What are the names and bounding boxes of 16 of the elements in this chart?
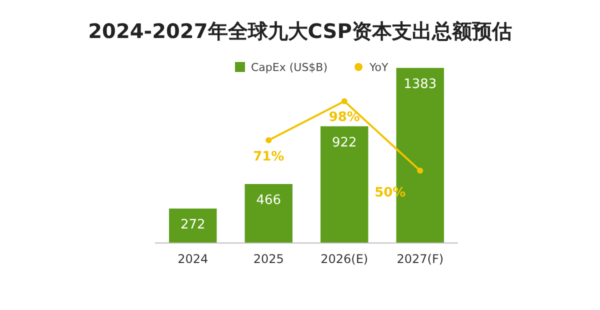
x-tick-label: 2024 [178,252,208,266]
data-label: 922 [332,135,357,150]
data-label: 98% [328,110,360,126]
x-tick-label: 2026(E) [320,252,368,266]
bar [320,126,368,243]
bar [169,208,217,243]
legend-label: YoY [368,61,389,74]
data-label: 71% [253,149,284,164]
bar [244,184,292,243]
x-tick-label: 2027(F) [396,252,444,266]
x-tick-label: 2025 [253,252,284,266]
legend-label: CapEx (US$B) [251,61,328,74]
chart-title: 2024-2027年全球九大CSP资本支出总额预估 [88,19,512,43]
data-label: 1383 [404,76,437,92]
data-label: 466 [256,192,282,208]
data-label: 272 [180,218,206,233]
